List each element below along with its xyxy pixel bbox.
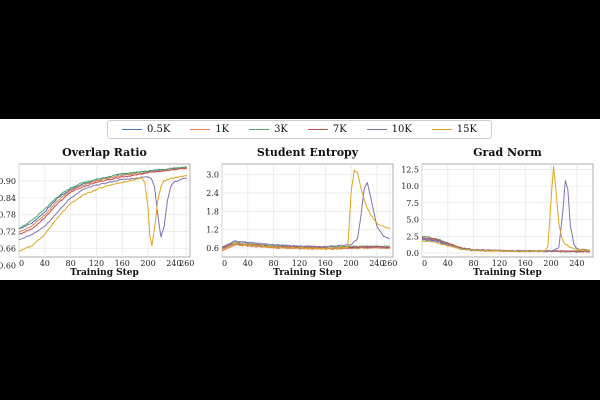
x-tick-label: 200 (343, 259, 358, 268)
x-tick-label: 240 (369, 259, 384, 268)
series-line-15K (18, 174, 188, 253)
x-tick-label: 200 (543, 259, 558, 268)
legend-item: 15K (431, 124, 477, 135)
y-tick-label: 0.6 (206, 244, 219, 253)
legend-label: 1K (215, 124, 230, 135)
legend-swatch (249, 129, 270, 130)
y-tick-label: 1.2 (206, 226, 219, 235)
series-line-7K (421, 236, 590, 253)
x-tick-label: 160 (518, 259, 533, 268)
y-tick-label: 2.5 (406, 232, 419, 241)
legend-label: 15K (456, 124, 477, 135)
y-tick-label: 10.0 (401, 182, 419, 191)
y-tick-label: 7.5 (406, 199, 419, 208)
overlap-ratio-chart: Overlap Ratio 0.60 0.66 0.72 0.78 0.84 0.90 0 40… (0, 146, 194, 278)
series-line-15K (421, 165, 590, 253)
x-tick-label: 0 (222, 259, 227, 268)
chart-title: Student Entropy (257, 146, 359, 159)
y-tick-label: 0.72 (0, 228, 16, 237)
series-line-10K (18, 176, 187, 241)
x-tick-label: 120 (292, 259, 307, 268)
legend: 0.5K 1K 3K 7K 10K 15K (107, 120, 492, 139)
x-axis-label: Training Step (273, 268, 342, 278)
x-tick-label: 240 (166, 259, 181, 268)
legend-swatch (366, 129, 387, 130)
x-tick-label: 260 (382, 259, 397, 268)
x-tick-label: 0 (19, 259, 24, 268)
y-tick-label: 5.0 (406, 216, 419, 225)
figure: 0.5K 1K 3K 7K 10K 15K Overlap Ratio 0.60 0.66 0.… (0, 119, 600, 280)
x-tick-label: 160 (318, 259, 333, 268)
x-tick-label: 80 (269, 259, 279, 268)
legend-swatch (307, 129, 328, 130)
legend-swatch (121, 129, 142, 130)
series-line-7K (18, 167, 187, 235)
x-tick-label: 160 (115, 259, 130, 268)
x-tick-label: 80 (66, 259, 76, 268)
legend-label: 0.5K (146, 124, 171, 135)
legend-item: 3K (249, 124, 288, 135)
series-line-10K (221, 181, 390, 248)
x-tick-label: 40 (40, 259, 50, 268)
y-tick-label: 3.0 (206, 171, 219, 180)
x-tick-label: 260 (179, 259, 194, 268)
chart-title: Overlap Ratio (62, 146, 147, 159)
legend-swatch (190, 129, 211, 130)
x-tick-label: 120 (492, 259, 507, 268)
y-tick-label: 0.78 (0, 211, 16, 220)
y-tick-label: 0.84 (0, 194, 16, 203)
x-tick-label: 0 (422, 259, 427, 268)
grad-norm-chart: Grad Norm 0.0 2.5 5.0 7.5 10.0 12.5 0 40 80 120 160… (401, 146, 594, 278)
plot-frame (221, 163, 394, 258)
legend-label: 7K (332, 124, 347, 135)
y-tick-label: 2.4 (206, 189, 219, 198)
y-tick-label: 0.66 (0, 245, 16, 254)
student-entropy-chart: Student Entropy 0.6 1.2 1.8 2.4 3.0 0 40 80 120 16… (206, 146, 397, 278)
x-tick-label: 40 (443, 259, 453, 268)
plot-frame (421, 163, 594, 258)
y-tick-label: 0.60 (0, 261, 16, 270)
y-tick-label: 0.0 (406, 249, 419, 258)
y-tick-label: 0.90 (0, 177, 16, 186)
x-tick-label: 40 (243, 259, 253, 268)
x-tick-label: 200 (140, 259, 155, 268)
legend-swatch (431, 129, 452, 130)
x-tick-label: 240 (569, 259, 584, 268)
x-axis-label: Training Step (473, 268, 542, 278)
legend-label: 10K (391, 124, 412, 135)
x-tick-label: 120 (89, 259, 104, 268)
legend-item: 0.5K (121, 124, 171, 135)
y-tick-label: 1.8 (206, 207, 219, 216)
legend-item: 7K (307, 124, 347, 135)
legend-label: 3K (274, 124, 288, 135)
y-tick-label: 12.5 (401, 165, 419, 174)
x-axis-label: Training Step (70, 268, 139, 278)
chart-title: Grad Norm (473, 146, 542, 159)
legend-item: 10K (366, 124, 412, 135)
series-line-15K (221, 169, 390, 250)
legend-item: 1K (190, 124, 229, 135)
series-line-3K (18, 166, 187, 230)
x-tick-label: 80 (469, 259, 479, 268)
